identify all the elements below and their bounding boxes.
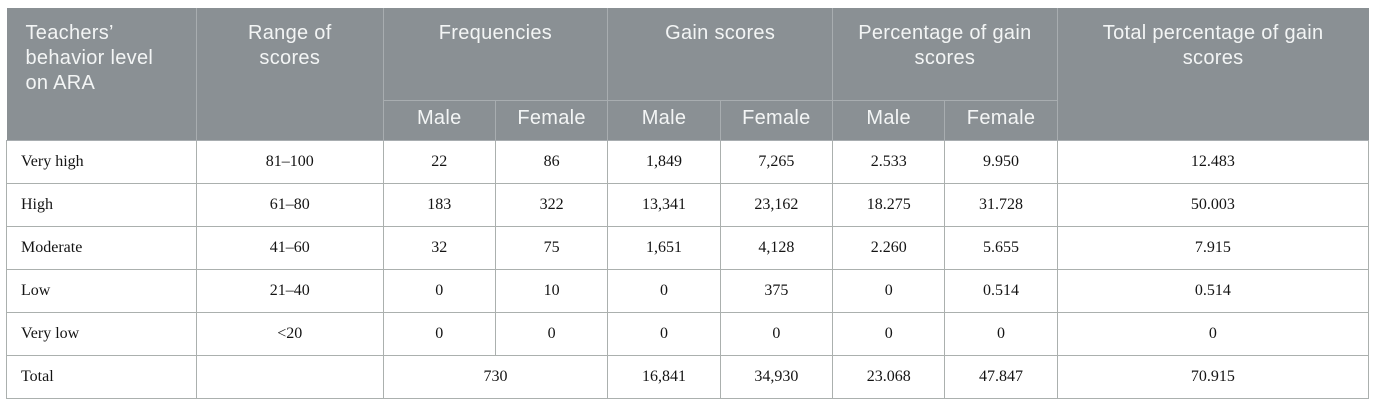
cell-gain-male: 1,651 xyxy=(607,225,721,270)
cell-freq-female: 0 xyxy=(494,311,609,356)
col-header-total-percentage: Total percentage of gain scores xyxy=(1056,8,1369,141)
cell-range-empty xyxy=(195,354,384,399)
table-row-low: Low 21–40 0 10 0 375 0 0.514 0.514 xyxy=(6,268,1370,313)
cell-behavior-label: Moderate xyxy=(6,225,197,270)
table-row-moderate: Moderate 41–60 32 75 1,651 4,128 2.260 5… xyxy=(6,225,1370,270)
cell-behavior-label: High xyxy=(6,182,197,227)
cell-gain-female: 4,128 xyxy=(719,225,834,270)
table-row-very-high: Very high 81–100 22 86 1,849 7,265 2.533… xyxy=(6,139,1370,184)
cell-gain-female: 0 xyxy=(719,311,834,356)
cell-pct-female: 31.728 xyxy=(944,182,1058,227)
cell-freq-male: 22 xyxy=(382,139,496,184)
cell-range: 21–40 xyxy=(195,268,384,313)
cell-freq-male: 32 xyxy=(382,225,496,270)
col-header-percentage-gain-scores: Percentage of gain scores xyxy=(832,8,1058,101)
cell-total-pct: 0 xyxy=(1056,311,1370,356)
cell-gain-male-total: 16,841 xyxy=(607,354,721,399)
cell-pct-male: 0 xyxy=(832,268,946,313)
cell-pct-female-total: 47.847 xyxy=(944,354,1058,399)
table-row-total: Total 730 16,841 34,930 23.068 47.847 70… xyxy=(6,354,1370,399)
cell-freq-male: 183 xyxy=(382,182,496,227)
cell-behavior-label: Very high xyxy=(6,139,197,184)
cell-freq-female: 86 xyxy=(494,139,609,184)
cell-freq-male: 0 xyxy=(382,311,496,356)
cell-range: <20 xyxy=(195,311,384,356)
cell-gain-female-total: 34,930 xyxy=(719,354,834,399)
cell-total-label: Total xyxy=(6,354,197,399)
subheader-frequencies-female: Female xyxy=(494,99,609,141)
subheader-gain-female: Female xyxy=(719,99,834,141)
gain-scores-table: Teachers’ behavior level on ARA Range of… xyxy=(6,8,1370,399)
cell-gain-male: 0 xyxy=(607,268,721,313)
cell-pct-female: 0.514 xyxy=(944,268,1058,313)
cell-pct-male-total: 23.068 xyxy=(832,354,946,399)
cell-total-pct-grand: 70.915 xyxy=(1056,354,1370,399)
col-header-gain-scores: Gain scores xyxy=(607,8,834,101)
cell-freq-female: 75 xyxy=(494,225,609,270)
subheader-gain-male: Male xyxy=(607,99,721,141)
cell-pct-female: 5.655 xyxy=(944,225,1058,270)
cell-range: 81–100 xyxy=(195,139,384,184)
cell-freq-female: 10 xyxy=(494,268,609,313)
cell-range: 61–80 xyxy=(195,182,384,227)
cell-pct-male: 2.260 xyxy=(832,225,946,270)
cell-total-pct: 7.915 xyxy=(1056,225,1370,270)
cell-pct-female: 9.950 xyxy=(944,139,1058,184)
cell-gain-male: 1,849 xyxy=(607,139,721,184)
cell-total-pct: 0.514 xyxy=(1056,268,1370,313)
cell-gain-male: 13,341 xyxy=(607,182,721,227)
cell-total-pct: 50.003 xyxy=(1056,182,1370,227)
subheader-percentage-female: Female xyxy=(944,99,1058,141)
cell-behavior-label: Very low xyxy=(6,311,197,356)
cell-freq-male: 0 xyxy=(382,268,496,313)
cell-behavior-label: Low xyxy=(6,268,197,313)
cell-gain-male: 0 xyxy=(607,311,721,356)
col-header-teachers-behavior: Teachers’ behavior level on ARA xyxy=(6,8,197,141)
subheader-frequencies-male: Male xyxy=(382,99,496,141)
header-sub-row: Male Female Male Female Male Female xyxy=(7,99,1369,141)
cell-total-pct: 12.483 xyxy=(1056,139,1370,184)
cell-gain-female: 7,265 xyxy=(719,139,834,184)
cell-gain-female: 375 xyxy=(719,268,834,313)
col-header-frequencies: Frequencies xyxy=(382,8,609,101)
col-header-range-of-scores: Range of scores xyxy=(195,8,384,141)
cell-pct-female: 0 xyxy=(944,311,1058,356)
cell-freq-total: 730 xyxy=(382,354,609,399)
subheader-percentage-male: Male xyxy=(832,99,946,141)
table-body: Very high 81–100 22 86 1,849 7,265 2.533… xyxy=(6,139,1370,399)
cell-pct-male: 18.275 xyxy=(832,182,946,227)
header-group-row: Teachers’ behavior level on ARA Range of… xyxy=(6,8,1369,141)
table-row-high: High 61–80 183 322 13,341 23,162 18.275 … xyxy=(6,182,1370,227)
cell-freq-female: 322 xyxy=(494,182,609,227)
cell-pct-male: 2.533 xyxy=(832,139,946,184)
cell-pct-male: 0 xyxy=(832,311,946,356)
table-header: Teachers’ behavior level on ARA Range of… xyxy=(6,8,1369,141)
cell-gain-female: 23,162 xyxy=(719,182,834,227)
table-row-very-low: Very low <20 0 0 0 0 0 0 0 xyxy=(6,311,1370,356)
cell-range: 41–60 xyxy=(195,225,384,270)
